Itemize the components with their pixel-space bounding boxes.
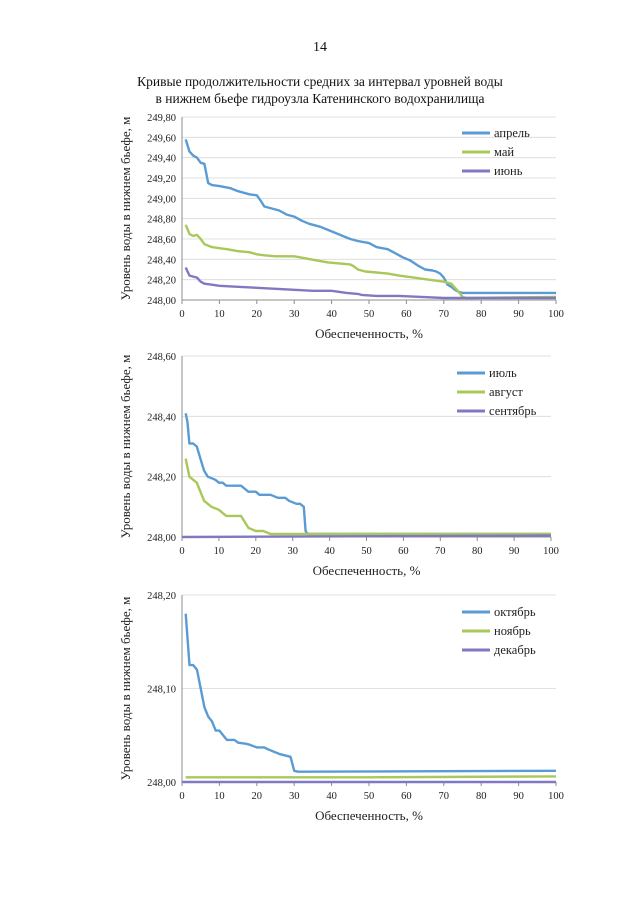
x-tick-label: 10 — [214, 791, 225, 802]
y-tick-label: 248,00 — [147, 533, 176, 544]
legend-label: июль — [489, 366, 517, 380]
x-tick-label: 90 — [509, 546, 520, 557]
y-tick-label: 248,40 — [147, 412, 176, 423]
x-tick-label: 0 — [179, 309, 184, 320]
y-tick-label: 248,00 — [147, 778, 176, 789]
y-tick-label: 248,60 — [147, 235, 176, 246]
x-axis-label: Обеспеченность, % — [313, 563, 421, 578]
x-tick-label: 100 — [548, 309, 564, 320]
y-tick-label: 248,10 — [147, 685, 176, 696]
x-tick-label: 70 — [439, 791, 450, 802]
x-tick-label: 90 — [513, 791, 524, 802]
legend-label: октябрь — [494, 605, 536, 619]
x-tick-label: 70 — [435, 546, 446, 557]
x-tick-label: 80 — [476, 309, 487, 320]
legend-label: май — [494, 145, 514, 159]
x-tick-label: 90 — [513, 309, 524, 320]
legend-label: сентябрь — [489, 404, 537, 418]
x-tick-label: 30 — [289, 309, 300, 320]
series-line-июль — [184, 413, 551, 536]
y-tick-label: 249,20 — [147, 174, 176, 185]
x-tick-label: 80 — [472, 546, 483, 557]
x-tick-label: 50 — [361, 546, 372, 557]
x-tick-label: 60 — [398, 546, 409, 557]
legend-label: ноябрь — [494, 624, 531, 638]
x-tick-label: 70 — [439, 309, 450, 320]
y-tick-label: 249,00 — [147, 194, 176, 205]
x-tick-label: 100 — [543, 546, 559, 557]
x-tick-label: 0 — [179, 791, 184, 802]
y-axis-label: Уровень воды в нижнем бьефе, м — [118, 597, 133, 781]
y-tick-label: 249,80 — [147, 113, 176, 124]
y-tick-label: 248,60 — [147, 352, 176, 363]
legend-label: июнь — [494, 164, 523, 178]
x-tick-label: 20 — [252, 791, 263, 802]
series-line-май — [184, 224, 557, 300]
y-tick-label: 248,20 — [147, 591, 176, 602]
x-tick-label: 50 — [364, 791, 375, 802]
legend-label: декабрь — [494, 643, 536, 657]
series-line-сентябрь — [181, 534, 552, 539]
series-line-август — [184, 458, 551, 536]
x-tick-label: 0 — [179, 546, 184, 557]
title-line-2: в нижнем бьефе гидроузла Катенинского во… — [155, 91, 485, 106]
series-line-ноябрь — [185, 775, 557, 779]
x-tick-label: 10 — [214, 546, 225, 557]
title-line-1: Кривые продолжительности средних за инте… — [137, 74, 503, 89]
x-tick-label: 60 — [401, 309, 412, 320]
y-tick-label: 248,00 — [147, 296, 176, 307]
x-tick-label: 10 — [214, 309, 225, 320]
page-number: 14 — [313, 40, 327, 55]
x-tick-label: 20 — [251, 546, 262, 557]
y-tick-label: 248,80 — [147, 215, 176, 226]
y-tick-label: 248,20 — [147, 276, 176, 287]
x-axis-label: Обеспеченность, % — [315, 808, 423, 823]
page-title: Кривые продолжительности средних за инте… — [0, 73, 640, 107]
x-tick-label: 50 — [364, 309, 375, 320]
x-tick-label: 60 — [401, 791, 412, 802]
series-line-апрель — [184, 139, 556, 295]
x-tick-label: 30 — [287, 546, 298, 557]
x-tick-label: 80 — [476, 791, 487, 802]
y-tick-label: 248,40 — [147, 255, 176, 266]
series-line-июнь — [184, 266, 556, 300]
legend-label: август — [489, 385, 523, 399]
x-axis-label: Обеспеченность, % — [315, 326, 423, 341]
y-axis-label: Уровень воды в нижнем бьефе, м — [118, 355, 133, 539]
legend-label: апрель — [494, 126, 530, 140]
y-tick-label: 248,20 — [147, 473, 176, 484]
x-tick-label: 100 — [548, 791, 564, 802]
series-line-октябрь — [184, 613, 557, 773]
x-tick-label: 40 — [326, 309, 337, 320]
y-tick-label: 249,60 — [147, 133, 176, 144]
y-tick-label: 249,40 — [147, 154, 176, 165]
x-tick-label: 40 — [324, 546, 335, 557]
x-tick-label: 20 — [252, 309, 263, 320]
y-axis-label: Уровень воды в нижнем бьефе, м — [118, 117, 133, 301]
x-tick-label: 40 — [326, 791, 337, 802]
x-tick-label: 30 — [289, 791, 300, 802]
